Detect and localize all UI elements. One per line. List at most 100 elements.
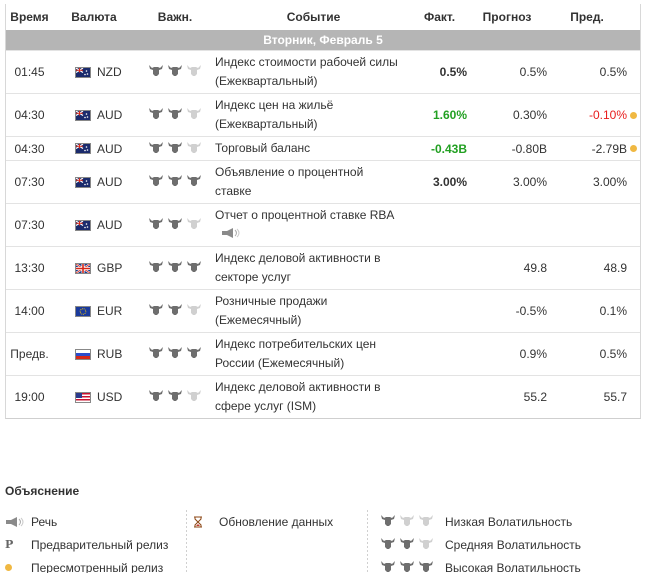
event-cell[interactable]: Индекс деловой активности в секторе услуг (215, 249, 414, 287)
forecast-value: 0.9% (519, 347, 547, 361)
bull-icon (400, 514, 414, 529)
bull-icon (149, 218, 163, 232)
event-name-line2[interactable]: секторе услуг (215, 270, 292, 284)
bull-icon (149, 65, 163, 79)
revised-indicator (627, 111, 640, 119)
event-row[interactable]: 07:30 AUD Отчет о процентной ставке RBA (6, 203, 640, 246)
header-event[interactable]: Событие (286, 10, 341, 24)
event-cell[interactable]: Индекс стоимости рабочей силы (Ежеквартал… (215, 53, 414, 91)
event-currency: USD (53, 390, 135, 404)
event-row[interactable]: 19:00 USD Индекс деловой активности в сфере… (6, 375, 640, 418)
event-cell[interactable]: Индекс деловой активности в сфере услуг (… (215, 378, 414, 416)
legend-speech: Речь (5, 510, 168, 533)
actual-value: 0.5% (439, 65, 467, 79)
calendar-header: Время Валюта Важн. Событие Факт. Прогноз… (6, 4, 640, 30)
event-name[interactable]: Розничные продажи (215, 294, 328, 308)
currency-code: AUD (97, 175, 123, 189)
event-currency: GBP (53, 261, 135, 275)
header-importance[interactable]: Важн. (157, 10, 193, 24)
low-volatility-icons (381, 514, 439, 529)
currency-code: USD (97, 390, 123, 404)
event-currency: AUD (53, 142, 135, 156)
event-cell[interactable]: Отчет о процентной ставке RBA (215, 206, 414, 244)
bull-icon (187, 218, 201, 232)
au-flag-icon (75, 109, 91, 121)
speaker-icon (221, 225, 241, 244)
event-cell[interactable]: Объявление о процентной ставке (215, 163, 414, 201)
revised-dot-icon (5, 564, 25, 571)
event-name-line2[interactable]: России (Ежемесячный) (215, 356, 345, 370)
previous-value: 0.5% (599, 65, 627, 79)
bull-icon (149, 390, 163, 404)
bull-icon (187, 175, 201, 189)
legend-divider (186, 510, 187, 573)
header-actual[interactable]: Факт. (423, 10, 456, 24)
event-name[interactable]: Индекс цен на жильё (215, 98, 334, 112)
ru-flag-icon (75, 348, 91, 360)
previous-value: -2.79B (591, 141, 627, 156)
bull-icon (187, 141, 201, 156)
currency-code: EUR (97, 304, 123, 318)
header-currency[interactable]: Валюта (71, 10, 117, 24)
event-row[interactable]: Предв. RUB Индекс потребительских цен Росси… (6, 332, 640, 375)
header-forecast[interactable]: Прогноз (482, 10, 532, 24)
volatility-indicator (135, 108, 215, 122)
event-row[interactable]: 04:30 AUD Индекс цен на жильё (Ежеквартальн… (6, 93, 640, 136)
event-cell[interactable]: Индекс цен на жильё (Ежеквартальный) (215, 96, 414, 134)
currency-code: AUD (97, 108, 123, 122)
bull-icon (149, 347, 163, 361)
event-name-line2[interactable]: ставке (215, 184, 252, 198)
event-name-line2[interactable]: сфере услуг (ISM) (215, 399, 317, 413)
previous-value: -0.10% (588, 108, 627, 122)
legend-revised: Пересмотренный релиз (5, 556, 168, 573)
preliminary-p-icon: P (5, 538, 14, 551)
event-row[interactable]: 14:00 EUR Розничные продажи (Ежемесячный) -0… (6, 289, 640, 332)
bull-icon (168, 390, 182, 404)
bull-icon (419, 514, 433, 529)
bull-icon (168, 304, 182, 318)
event-name[interactable]: Объявление о процентной (215, 165, 364, 179)
event-name-line2[interactable]: (Ежемесячный) (215, 313, 302, 327)
event-currency: AUD (53, 108, 135, 122)
event-time: 14:00 (14, 304, 45, 318)
volatility-indicator (135, 175, 215, 189)
event-cell[interactable]: Розничные продажи (Ежемесячный) (215, 292, 414, 330)
revised-dot-icon (630, 111, 637, 119)
event-time: 07:30 (14, 175, 45, 189)
event-row[interactable]: 13:30 GBP Индекс деловой активности в секто… (6, 246, 640, 289)
speaker-icon (5, 516, 25, 527)
previous-value: 0.5% (599, 347, 627, 361)
event-cell[interactable]: Индекс потребительских цен России (Ежемес… (215, 335, 414, 373)
event-name[interactable]: Индекс потребительских цен (215, 337, 377, 351)
header-previous[interactable]: Пред. (570, 10, 604, 24)
event-row[interactable]: 01:45 NZD Индекс стоимости рабочей силы (Еж… (6, 50, 640, 93)
event-row[interactable]: 07:30 AUD Объявление о процентной ставке 3.0… (6, 160, 640, 203)
event-name[interactable]: Индекс деловой активности в (215, 380, 381, 394)
legend-preliminary: P Предварительный релиз (5, 533, 168, 556)
day-separator: Вторник, Февраль 5 (6, 30, 640, 50)
legend: Объяснение Речь P Предварительный релиз … (5, 484, 645, 573)
forecast-value: -0.80B (511, 141, 547, 156)
event-name-line2[interactable]: (Ежеквартальный) (215, 74, 318, 88)
gb-flag-icon (75, 262, 91, 274)
au-flag-icon (75, 219, 91, 231)
legend-speech-label: Речь (31, 514, 58, 529)
event-name[interactable]: Торговый баланс (215, 141, 311, 155)
volatility-indicator (135, 65, 215, 79)
event-row[interactable]: 04:30 AUD Торговый баланс -0.43B -0.80B -2.79… (6, 136, 640, 160)
forecast-value: 0.30% (512, 108, 547, 122)
bull-icon (419, 537, 433, 552)
au-flag-icon (75, 176, 91, 188)
header-time[interactable]: Время (10, 10, 49, 24)
event-name[interactable]: Индекс стоимости рабочей силы (215, 55, 398, 69)
event-cell[interactable]: Торговый баланс (215, 139, 414, 158)
previous-value: 0.1% (599, 304, 627, 318)
event-currency: NZD (53, 65, 135, 79)
event-name-line2[interactable]: (Ежеквартальный) (215, 117, 318, 131)
event-name[interactable]: Индекс деловой активности в (215, 251, 381, 265)
event-currency: EUR (53, 304, 135, 318)
economic-calendar: Время Валюта Важн. Событие Факт. Прогноз… (5, 4, 641, 419)
bull-icon (187, 347, 201, 361)
event-name[interactable]: Отчет о процентной ставке RBA (215, 207, 395, 222)
bull-icon (187, 108, 201, 122)
